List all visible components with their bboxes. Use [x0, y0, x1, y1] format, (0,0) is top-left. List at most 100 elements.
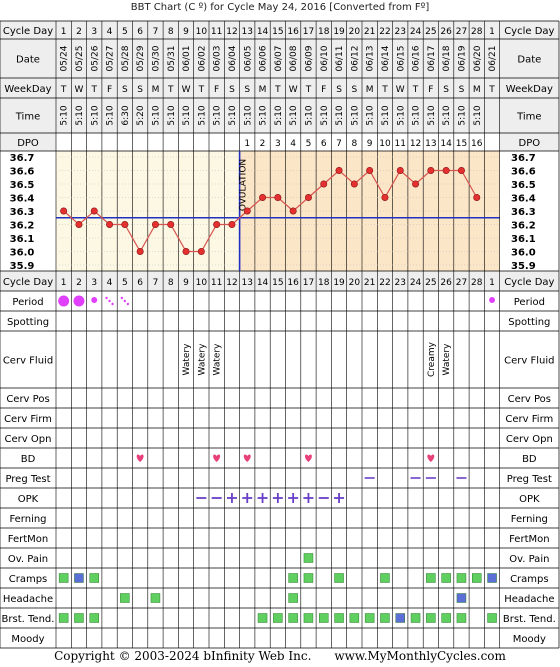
weekday-label: T [198, 85, 205, 95]
weekday-label: S [122, 85, 128, 95]
weekday-label: S [443, 85, 449, 95]
weekday-label: T [274, 85, 281, 95]
cycle-day-label: 9 [183, 27, 189, 37]
cycle-day-label-lower: 24 [410, 278, 422, 288]
weekday-label: M [366, 85, 374, 95]
time-label: 6:30 [121, 105, 131, 125]
row-label-right-cerv-opn: Cerv Opn [506, 434, 553, 445]
cycle-day-label: 17 [303, 27, 314, 37]
time-label: 5:10 [274, 105, 284, 125]
cycle-day-label: 15 [272, 27, 283, 37]
bd-heart-icon [427, 454, 435, 462]
y-tick-label-right: 36.5 [511, 180, 536, 191]
time-label: 5:10 [90, 105, 100, 125]
row-label-opk: OPK [18, 494, 39, 505]
site-link[interactable]: www.MyMonthlyCycles.com [334, 649, 506, 663]
cycle-day-label-lower: 11 [211, 278, 222, 288]
temperature-point [304, 194, 312, 202]
cramps-mark-blue [74, 573, 84, 583]
time-label: 5:10 [366, 105, 376, 125]
brst-tend-mark [89, 613, 99, 623]
brst-tend-mark [441, 613, 451, 623]
time-label: 5:10 [427, 105, 437, 125]
temperature-point [274, 194, 282, 202]
date-label: 05/28 [121, 45, 131, 71]
weekday-label: S [351, 85, 357, 95]
bd-heart-icon [136, 454, 144, 462]
row-label-right-brst-tend: Brst. Tend. [503, 614, 556, 625]
row-label-cycle-day-lower: Cycle Day [3, 277, 53, 288]
period-spot-mark [126, 302, 130, 306]
period-medium-mark [489, 297, 496, 303]
weekday-label: S [244, 85, 250, 95]
weekday-label: T [167, 85, 174, 95]
cramps-mark [89, 573, 99, 583]
y-tick-label: 36.0 [10, 248, 35, 259]
time-label: 5:10 [350, 105, 360, 125]
weekday-label: T [381, 85, 388, 95]
cycle-day-label-lower: 15 [272, 278, 283, 288]
y-tick-label: 36.6 [10, 167, 35, 178]
time-label: 5:10 [412, 105, 422, 125]
cycle-day-label-lower: 2 [76, 278, 82, 288]
temperature-point [259, 194, 267, 202]
weekday-label: W [182, 85, 191, 95]
cycle-day-label: 22 [379, 27, 390, 37]
temperature-point [60, 207, 68, 215]
temperature-point [75, 221, 83, 229]
time-label: 5:20 [136, 105, 146, 125]
time-label: 5:10 [167, 105, 177, 125]
cycle-day-label: 24 [410, 27, 422, 37]
date-label: 06/21 [488, 46, 498, 72]
cramps-mark [456, 573, 467, 583]
y-tick-label: 35.9 [10, 261, 35, 272]
row-label-right-spotting: Spotting [508, 317, 550, 328]
brst-tend-mark [273, 613, 283, 623]
brst-tend-mark [288, 613, 298, 623]
time-label: 5:10 [197, 105, 207, 125]
time-label: 5:10 [320, 105, 330, 125]
cycle-day-label-lower: 14 [257, 278, 269, 288]
brst-tend-mark [349, 613, 360, 623]
time-label: 5:10 [228, 105, 238, 125]
cycle-day-label-lower: 26 [440, 278, 452, 288]
period-spot-mark [105, 296, 108, 300]
cramps-mark [334, 573, 344, 583]
ovulation-label: OVULATION [239, 159, 249, 211]
cycle-day-label: 1 [61, 27, 67, 37]
cycle-day-label-lower: 17 [303, 278, 314, 288]
row-label-right-cycle-day-lower: Cycle Day [504, 277, 554, 288]
brst-tend-mark [410, 613, 421, 623]
period-spot-mark [120, 296, 124, 300]
date-label: 06/07 [274, 46, 284, 72]
temperature-point [335, 167, 343, 175]
cycle-day-label: 25 [425, 27, 436, 37]
cycle-day-label-lower: 22 [379, 278, 390, 288]
time-label: 5:10 [304, 105, 314, 125]
row-label-right-cerv-fluid: Cerv Fluid [504, 356, 554, 367]
y-tick-label-right: 36.3 [511, 207, 536, 218]
temperature-point [473, 194, 481, 202]
cycle-day-label: 7 [153, 27, 159, 37]
time-label: 5:10 [75, 105, 85, 125]
date-label: 06/04 [228, 45, 238, 71]
row-label-preg-test: Preg Test [5, 474, 50, 485]
cramps-mark [472, 573, 482, 583]
headache-mark [288, 593, 298, 603]
time-label: 5:10 [381, 105, 391, 125]
cycle-day-label: 19 [333, 27, 345, 37]
time-label: 5:10 [335, 105, 345, 125]
dpo-label: 13 [425, 139, 436, 149]
cycle-day-label: 2 [76, 27, 82, 37]
cycle-day-label: 3 [91, 27, 97, 37]
cycle-day-label-lower: 19 [333, 278, 345, 288]
weekday-label: M [259, 85, 267, 95]
dpo-label: 1 [244, 139, 250, 149]
footer: Copyright © 2003-2024 bInfinity Web Inc.… [0, 649, 560, 663]
date-label: 05/26 [90, 45, 100, 71]
dpo-label: 4 [290, 139, 296, 149]
cycle-day-label-lower: 8 [168, 278, 174, 288]
weekday-label: W [289, 85, 298, 95]
cycle-day-label: 14 [257, 27, 269, 37]
row-label-right-cramps: Cramps [510, 574, 549, 585]
